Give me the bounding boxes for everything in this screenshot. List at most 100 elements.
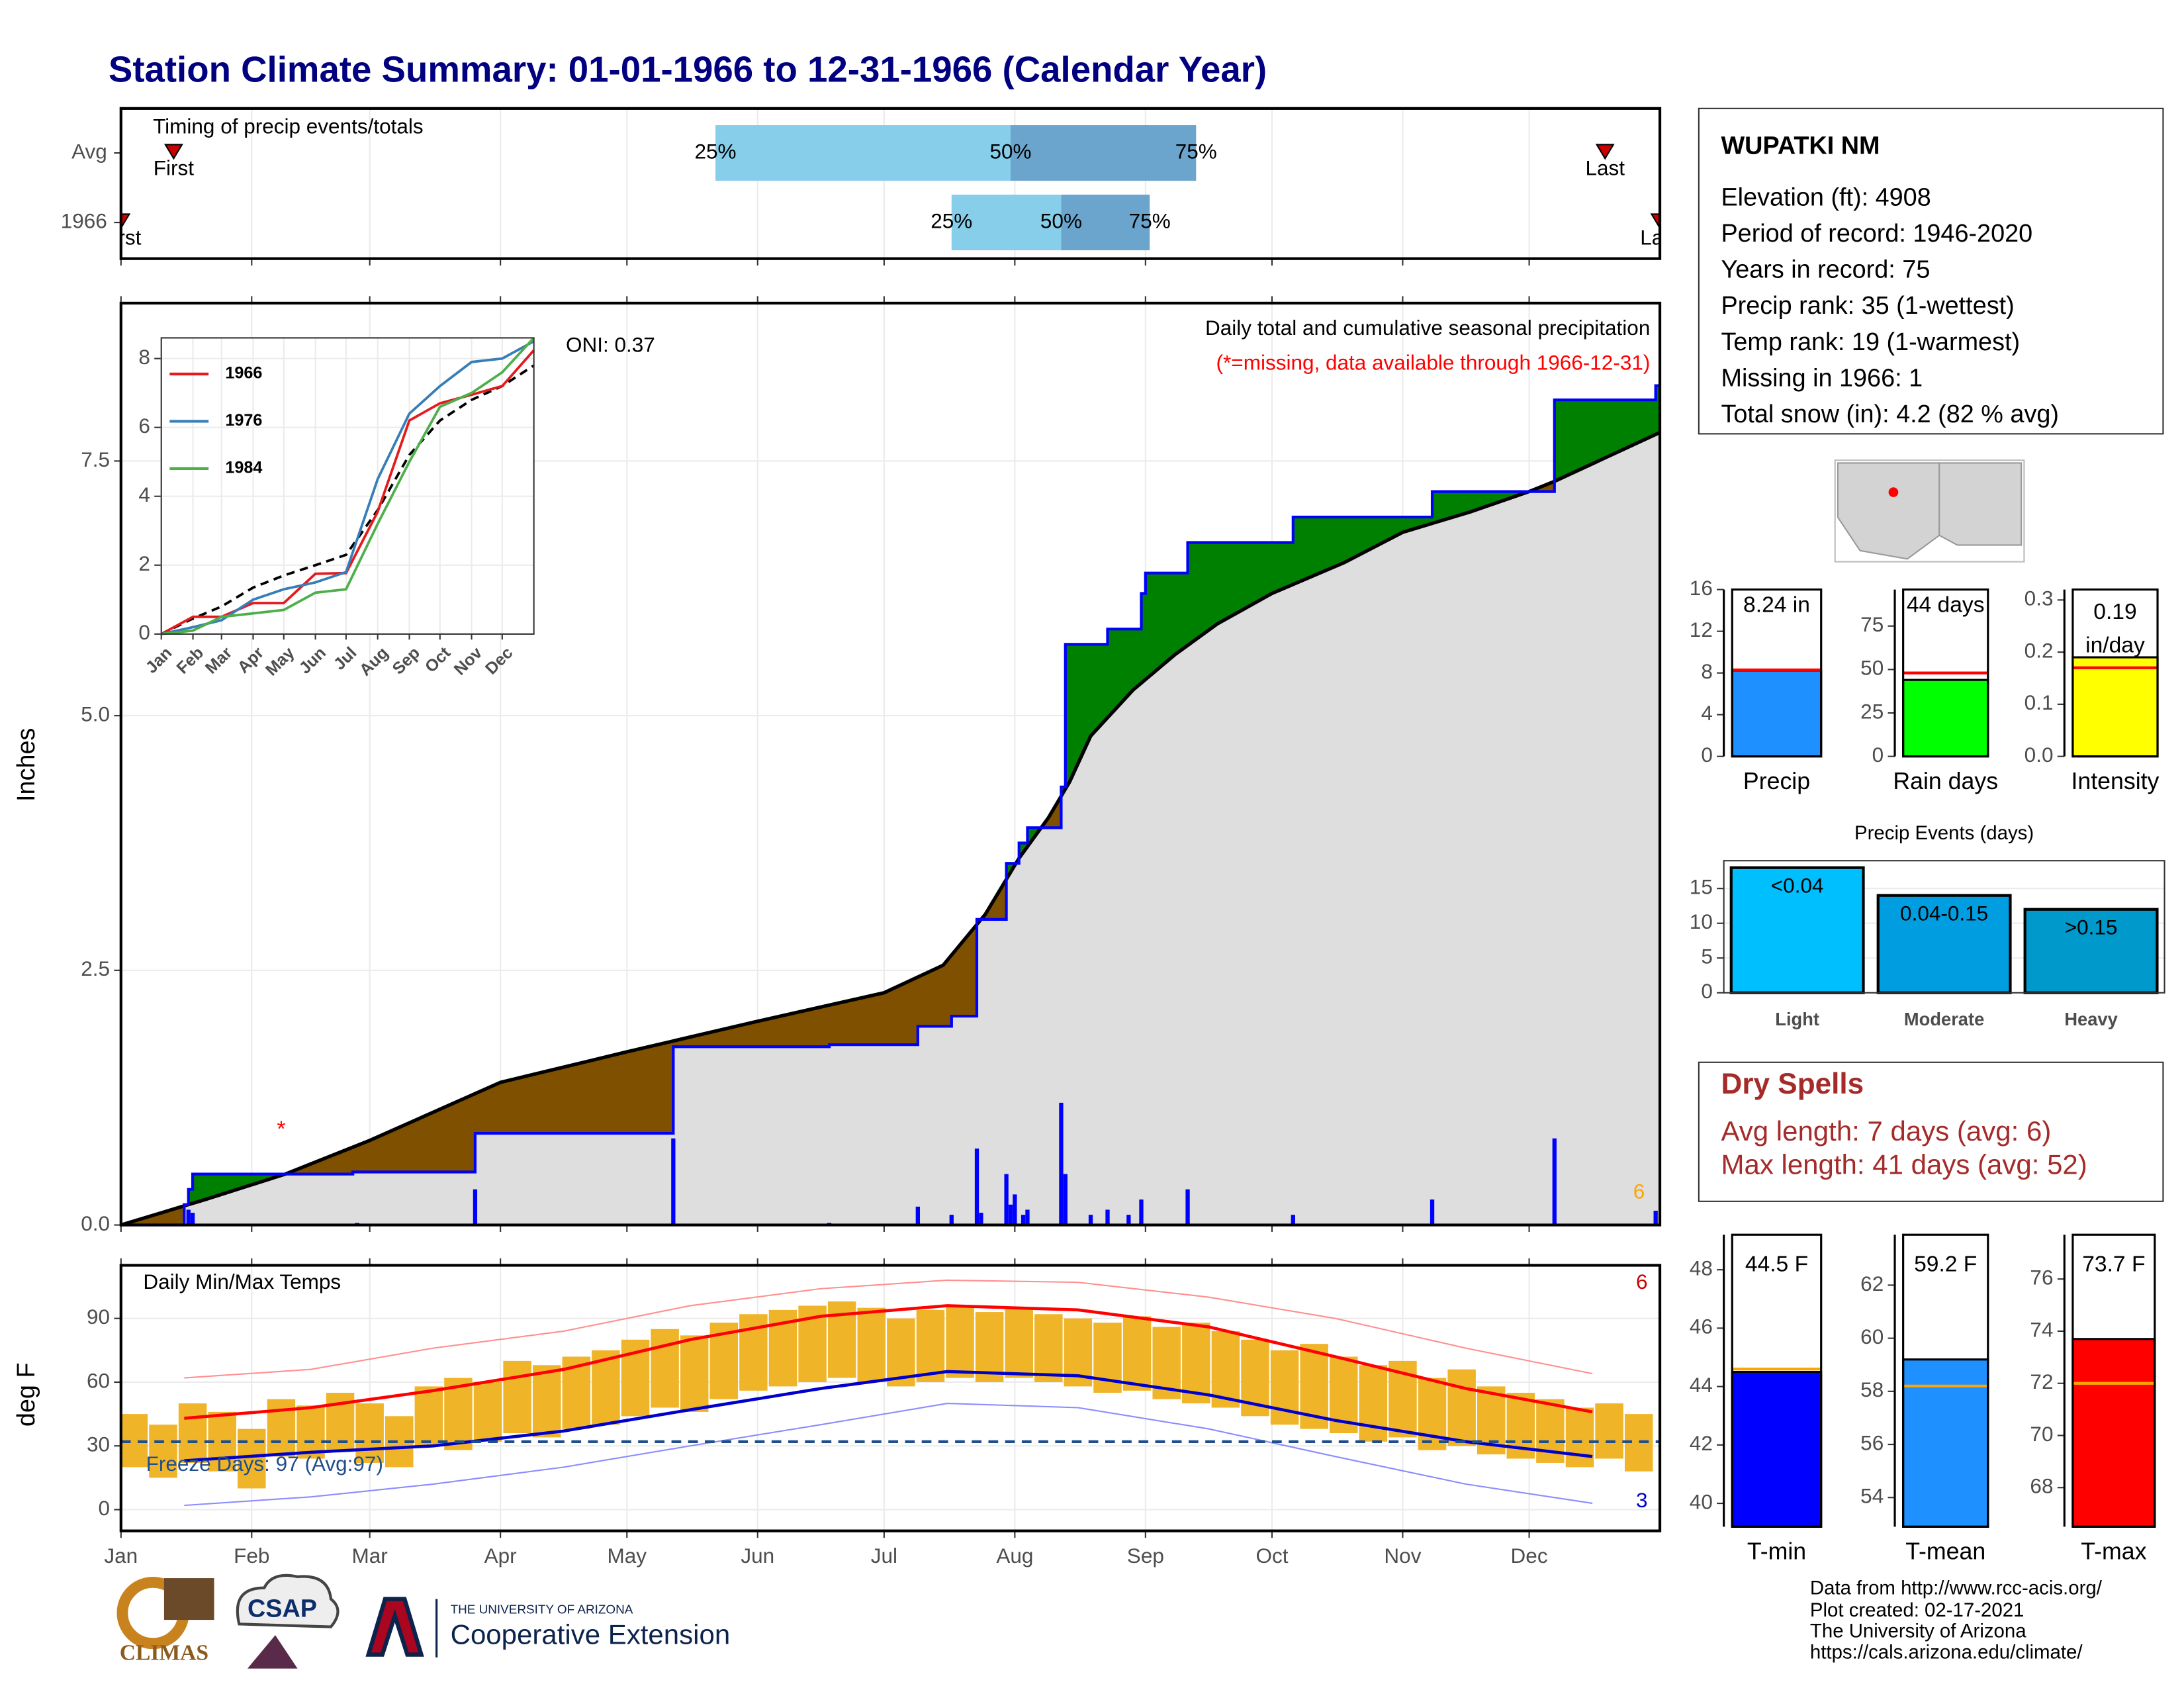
plot-frame [119, 301, 1662, 1227]
y-tick-label: 56 [1860, 1430, 1884, 1454]
daily-bar [949, 1215, 954, 1225]
credit-line: https://cals.arizona.edu/climate/ [1810, 1641, 2083, 1663]
bar [2023, 908, 2159, 994]
x-tick-label: Jun [741, 1544, 774, 1568]
bar-label: 0.04-0.15 [1900, 901, 1988, 925]
legend-label: 1976 [225, 411, 262, 430]
summary-bar [2071, 656, 2159, 758]
y-tick-label: 10 [1690, 910, 1713, 933]
station-line: Precip rank: 35 (1-wettest) [1721, 292, 2014, 320]
daily-bar [1126, 1215, 1131, 1225]
y-tick-label: 0 [1701, 743, 1713, 767]
temp-range-bar [1005, 1307, 1033, 1378]
value-label: 0.19 [2093, 600, 2136, 624]
quartile-bar [1010, 125, 1197, 181]
daily-bar [979, 1213, 983, 1225]
summary-frame [2071, 588, 2159, 758]
x-tick-label: Aug [996, 1544, 1033, 1568]
y-tick-label: 30 [87, 1432, 110, 1456]
y-tick-label: 0.2 [2025, 638, 2054, 662]
summary-frame [1902, 588, 1989, 758]
y-tick-label: 0.3 [2025, 586, 2054, 610]
y-tick-label: 44 [1690, 1373, 1713, 1397]
daily-bar [1063, 1174, 1068, 1225]
y-tick-label: 4 [138, 483, 150, 506]
y-tick-label: 76 [2030, 1266, 2053, 1289]
x-tick-label: Dec [1511, 1544, 1548, 1568]
x-tick-label: Jan [104, 1544, 138, 1568]
temp-range-bar [355, 1403, 384, 1463]
y-tick-label: 0 [1701, 979, 1713, 1003]
temp-range-bar [916, 1309, 945, 1382]
summary-frame [1731, 1233, 1823, 1528]
temp-range-bar [975, 1312, 1004, 1382]
station-line: Temp rank: 19 (1-warmest) [1721, 328, 2020, 356]
value-label: 44.5 F [1745, 1252, 1808, 1276]
temp-range-bar [267, 1399, 296, 1457]
average-line [120, 430, 1661, 1227]
summary-frame [2071, 1233, 2156, 1528]
y-tick-label: 40 [1690, 1489, 1713, 1513]
logo-text: Cooperative Extension [451, 1618, 731, 1650]
event-label: First [154, 156, 194, 180]
summary-label: Rain days [1893, 768, 1998, 794]
daily-bar [473, 1189, 478, 1225]
daily-bar [1059, 1102, 1064, 1225]
y-tick-label: 70 [2030, 1422, 2053, 1446]
temp-range-bar [1447, 1369, 1476, 1446]
temp-range-bar [503, 1360, 531, 1434]
y-tick-label: 75 [1860, 612, 1884, 636]
event-label: Last [1640, 226, 1680, 250]
summary-bar [1902, 1358, 1989, 1528]
station-line: Missing in 1966: 1 [1721, 364, 1923, 392]
temp-range-bar [532, 1365, 561, 1438]
daily-bar [1139, 1199, 1144, 1225]
daily-bar [1008, 1204, 1013, 1225]
summary-label: T-max [2081, 1538, 2146, 1565]
x-tick-label: Mar [352, 1544, 388, 1568]
x-tick-label: Jul [871, 1544, 897, 1568]
record-max-line [184, 1279, 1593, 1379]
missing-marker: * [277, 1117, 285, 1141]
base-area [120, 432, 1661, 1225]
y-tick-label: 68 [2030, 1474, 2053, 1498]
y-tick-label: 0.0 [81, 1211, 110, 1235]
logo-text: THE UNIVERSITY OF ARIZONA [451, 1603, 633, 1617]
station-line: Elevation (ft): 4908 [1721, 183, 1931, 211]
y-tick-label: 2 [138, 551, 150, 575]
y-tick-label: 0.1 [2025, 690, 2054, 714]
y-axis-title: Inches [13, 728, 40, 802]
freeze-label: Freeze Days: 97 (Avg:97) [146, 1452, 383, 1476]
temp-range-bar [178, 1403, 207, 1463]
temp-range-bar [414, 1386, 443, 1446]
y-tick-label: 60 [1860, 1325, 1884, 1348]
summary-frame [1731, 588, 1823, 758]
corner-note: 6 [1633, 1180, 1645, 1203]
temp-range-bar [1034, 1314, 1063, 1382]
plot-frame [1723, 860, 2165, 994]
panel-title: Daily Min/Max Temps [143, 1270, 341, 1293]
temp-range-bar [238, 1429, 266, 1489]
summary-bar [2071, 1338, 2156, 1528]
temp-range-bar [1565, 1407, 1594, 1468]
y-tick-label: 15 [1690, 875, 1713, 899]
logo-text: CLIMAS [120, 1640, 208, 1665]
y-tick-label: 5 [1701, 945, 1713, 968]
event-marker [163, 144, 183, 160]
logos: CLIMAS CSAP THE UNIVERSITY OF ARIZONA Co… [116, 1573, 731, 1669]
y-tick-label: 6 [138, 414, 150, 438]
chart-title: Precip Events (days) [1854, 822, 2034, 844]
event-marker [1650, 213, 1661, 230]
bar-label: <0.04 [1771, 873, 1824, 897]
y-tick-label: 0 [98, 1496, 110, 1520]
y-tick-label: 50 [1860, 656, 1884, 680]
y-tick-label: 0 [138, 620, 150, 644]
locator-map [1834, 459, 2025, 563]
quartile-label: 50% [1040, 209, 1082, 232]
x-tick-label: Oct [1255, 1544, 1288, 1568]
chart-title: Daily total and cumulative seasonal prec… [1205, 316, 1650, 340]
normal-min-line [184, 1370, 1593, 1463]
x-tick-label: Heavy [2064, 1009, 2118, 1029]
